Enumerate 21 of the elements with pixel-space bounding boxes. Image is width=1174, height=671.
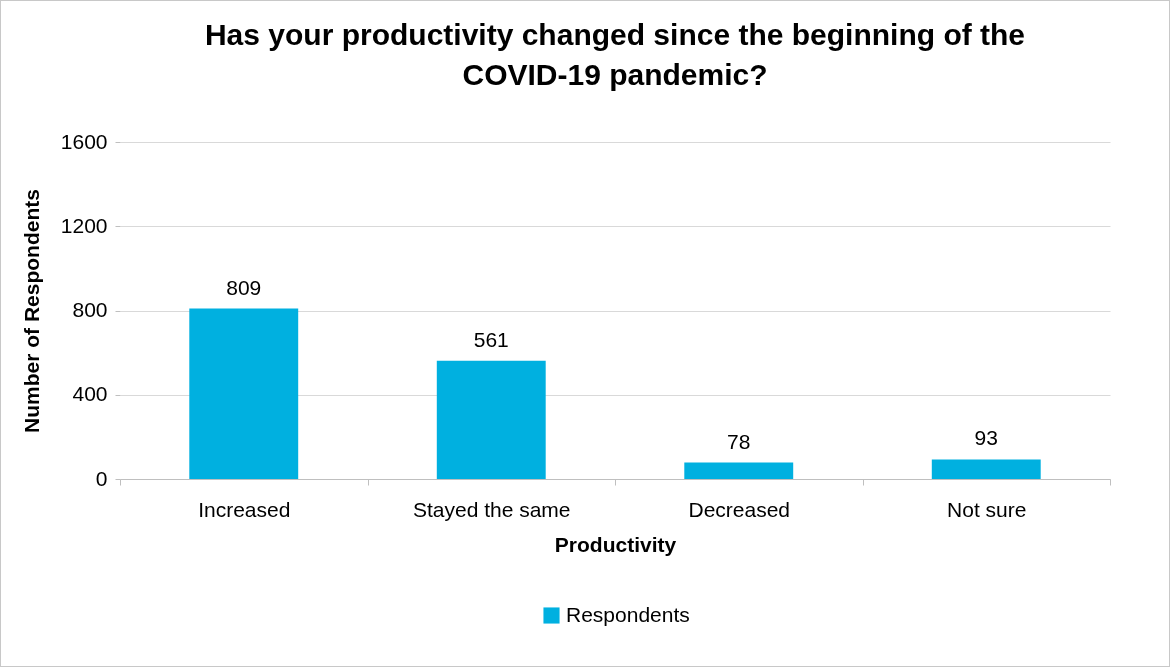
chart-title: Has your productivity changed since the beginning of the COVID-19 pandemic? xyxy=(204,18,1026,91)
x-tick-label: Not sure xyxy=(947,497,1027,521)
data-label: 78 xyxy=(727,429,751,453)
x-tick-label: Decreased xyxy=(688,497,791,521)
x-tick-label: Stayed the same xyxy=(412,497,571,521)
bar xyxy=(189,308,299,479)
x-axis-title: Productivity xyxy=(554,532,677,556)
bar xyxy=(684,462,794,479)
data-label: 809 xyxy=(226,275,262,299)
y-tick-label: 400 xyxy=(72,382,108,406)
x-tick-label: Increased xyxy=(198,497,291,521)
y-tick-label: 0 xyxy=(95,466,108,490)
legend-label: Respondents xyxy=(566,602,690,626)
y-axis-title: Number of Respondents xyxy=(19,189,43,433)
bar xyxy=(931,459,1041,479)
y-tick-label: 800 xyxy=(72,298,108,321)
bar xyxy=(436,360,546,479)
y-tick-label: 1200 xyxy=(60,213,108,237)
y-tick-label: 1600 xyxy=(60,129,108,153)
data-label: 561 xyxy=(473,327,509,351)
data-label: 93 xyxy=(974,426,998,450)
